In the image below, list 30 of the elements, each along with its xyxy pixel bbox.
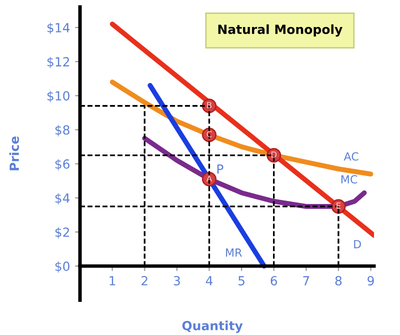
x-tick-label: 6 — [270, 276, 278, 286]
annotation: D — [271, 152, 277, 158]
series-label: MC — [341, 175, 358, 184]
y-tick-label: $8 — [55, 124, 70, 136]
series-label: AC — [344, 152, 358, 161]
x-tick-label: 2 — [142, 276, 148, 286]
x-tick-label: 7 — [303, 276, 310, 286]
x-tick-label: 8 — [335, 276, 342, 286]
annotation: A — [206, 175, 212, 182]
y-tick-label: $2 — [55, 227, 70, 239]
y-axis-title: Price — [9, 136, 19, 170]
series-label: D — [354, 240, 361, 248]
x-tick-label: 4 — [206, 276, 213, 286]
x-tick-label: 9 — [368, 276, 374, 286]
y-tick-label: $10 — [47, 90, 70, 102]
x-axis-title: Quantity — [182, 320, 243, 333]
x-tick-label: 3 — [174, 276, 180, 286]
x-tick-label: 1 — [110, 276, 116, 286]
series-label: MR — [226, 248, 242, 257]
annotation: P — [217, 164, 224, 174]
y-tick-label: $6 — [55, 159, 70, 170]
y-tick-label: $0 — [55, 261, 70, 273]
y-tick-label: $14 — [47, 22, 70, 34]
x-tick-label: 5 — [238, 276, 244, 286]
y-tick-label: $4 — [55, 193, 70, 204]
y-tick-label: $12 — [47, 56, 70, 68]
annotation: B — [207, 102, 212, 108]
annotation: C — [206, 130, 212, 138]
text: Natural Monopoly — [218, 24, 342, 37]
annotation: E — [336, 202, 341, 209]
